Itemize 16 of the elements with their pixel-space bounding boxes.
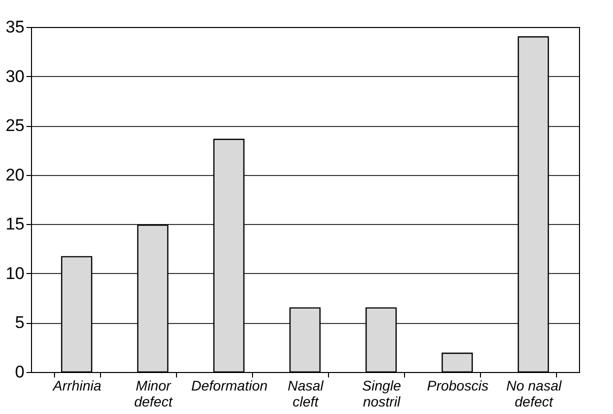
x-tick-label: Single nostril bbox=[362, 378, 402, 410]
x-tick-label: Nasal cleft bbox=[288, 378, 324, 410]
y-tick-label: 10 bbox=[6, 264, 24, 283]
x-tick-label: Deformation bbox=[191, 378, 268, 394]
y-tick-label: 5 bbox=[15, 313, 24, 332]
y-tick-label: 20 bbox=[6, 165, 24, 184]
bar bbox=[442, 352, 473, 373]
x-tick-label: Minor defect bbox=[134, 378, 174, 410]
y-tick-label: 30 bbox=[6, 66, 24, 86]
y-tick-label: 25 bbox=[6, 116, 24, 136]
x-tick-label: Arrhinia bbox=[52, 378, 102, 394]
y-tick-label: 35 bbox=[6, 18, 24, 36]
y-tick-label: 0 bbox=[15, 362, 24, 382]
x-tick-label: Proboscis bbox=[426, 378, 488, 394]
x-tick-label: No nasal defect bbox=[506, 378, 562, 410]
y-tick-label: 15 bbox=[6, 214, 24, 234]
